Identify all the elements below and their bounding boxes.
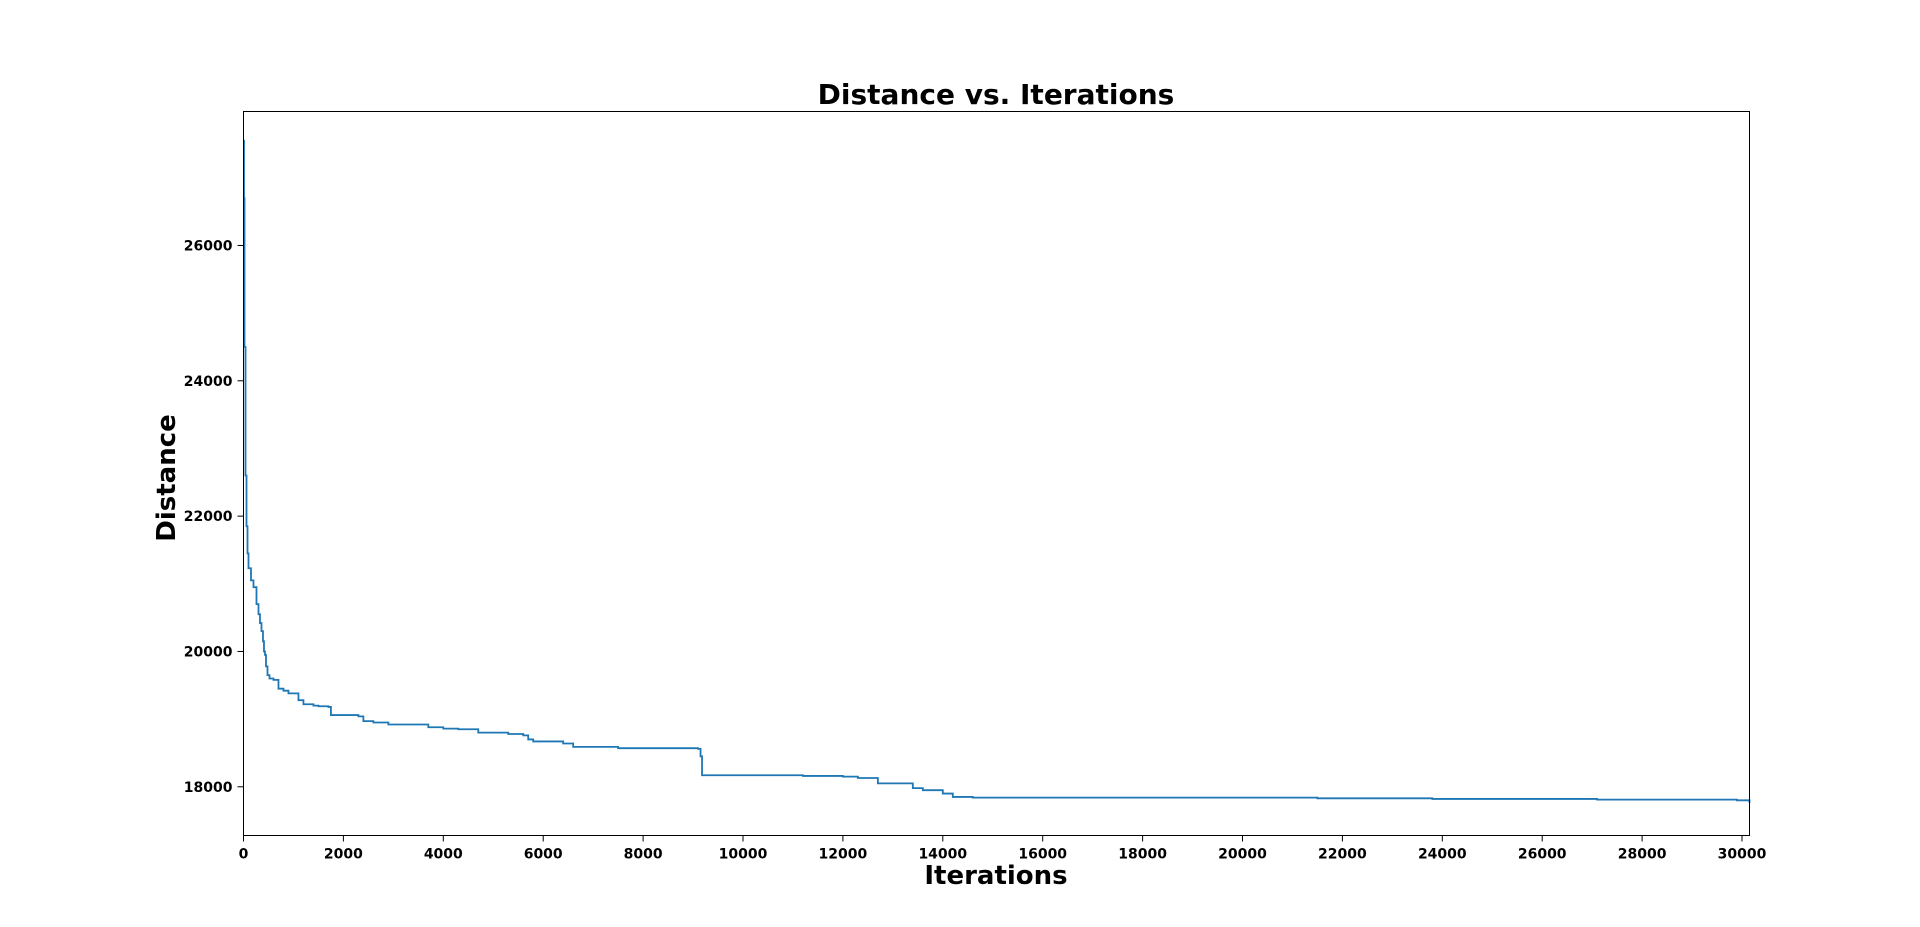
- x-tick-label: 6000: [524, 847, 563, 863]
- y-tick-label: 22000: [184, 509, 233, 525]
- x-tick-label: 30000: [1718, 847, 1767, 863]
- x-axis-label: Iterations: [924, 861, 1067, 891]
- y-tick-label: 20000: [184, 644, 233, 660]
- x-tick-label: 16000: [1018, 847, 1067, 863]
- x-tick-label: 18000: [1118, 847, 1167, 863]
- x-tick-label: 24000: [1418, 847, 1467, 863]
- x-tick-label: 28000: [1618, 847, 1667, 863]
- series-line: [243, 139, 1751, 804]
- y-tick-label: 18000: [184, 780, 233, 796]
- x-tick-label: 0: [239, 847, 249, 863]
- x-tick-label: 22000: [1318, 847, 1367, 863]
- plot-frame: [243, 111, 1750, 836]
- chart-title: Distance vs. Iterations: [818, 78, 1175, 111]
- plot-area: [243, 139, 1751, 804]
- y-axis: 18000 20000 22000 24000 26000: [184, 238, 244, 796]
- y-tick-label: 26000: [184, 238, 233, 254]
- x-tick-label: 2000: [324, 847, 363, 863]
- x-tick-label: 12000: [819, 847, 868, 863]
- x-tick-label: 8000: [624, 847, 663, 863]
- y-tick-label: 24000: [184, 374, 233, 390]
- x-tick-label: 14000: [918, 847, 967, 863]
- x-tick-label: 26000: [1518, 847, 1567, 863]
- y-axis-label: Distance: [152, 414, 182, 542]
- x-tick-label: 10000: [719, 847, 768, 863]
- x-axis: 0 2000 4000 6000 8000 10000 12000 14000 16000 180…: [239, 835, 1767, 863]
- x-tick-label: 20000: [1218, 847, 1267, 863]
- x-tick-label: 4000: [424, 847, 463, 863]
